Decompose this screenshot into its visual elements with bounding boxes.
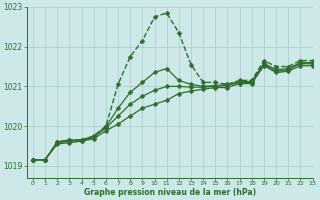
- X-axis label: Graphe pression niveau de la mer (hPa): Graphe pression niveau de la mer (hPa): [84, 188, 256, 197]
